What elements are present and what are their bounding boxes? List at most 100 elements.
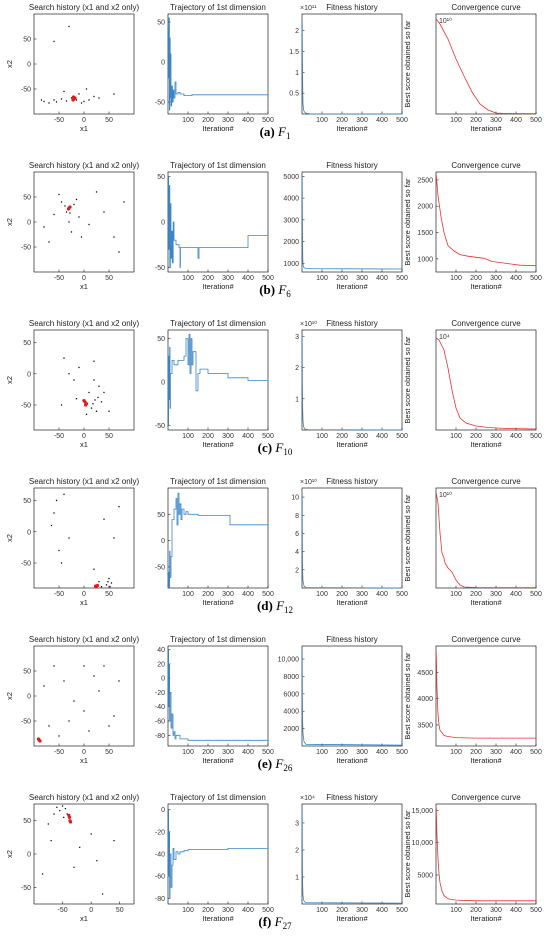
x-tick-label: 300 — [222, 433, 234, 440]
x-tick-label: 200 — [336, 749, 348, 756]
x-axis-label: Iteration# — [470, 440, 502, 449]
y-tick-label: 0.5 — [289, 91, 299, 98]
panel-title: Fitness history — [326, 635, 378, 644]
y-tick-label: -80 — [155, 733, 165, 740]
x-tick-label: 400 — [242, 591, 254, 598]
y-axis-label: x2 — [5, 376, 14, 384]
search-point — [43, 226, 45, 228]
search-point — [68, 720, 70, 722]
x-tick-label: 300 — [356, 433, 368, 440]
axes-box — [33, 487, 135, 589]
panel-c-4: Convergence curve 100 200 300 400 500 Iteratio… — [403, 319, 542, 449]
y-axis-label: Best score obtained so far — [403, 20, 412, 108]
x-tick-label: 200 — [470, 907, 482, 914]
search-point — [75, 99, 78, 101]
x-tick-label: 200 — [202, 433, 214, 440]
x-tick-label: 300 — [356, 117, 368, 124]
row-d: Search history (x1 and x2 only) -50 0 50 -50… — [5, 477, 542, 615]
panel-a-1: Search history (x1 and x2 only) -50 0 50 -50… — [5, 3, 139, 133]
y-tick-label: 1 — [295, 70, 299, 77]
x-tick-label: 400 — [510, 591, 522, 598]
caption-label: (d) — [257, 598, 276, 613]
y-tick-label: -60 — [155, 719, 165, 726]
axes-box — [33, 13, 135, 115]
search-point — [80, 236, 83, 238]
x-tick-label: 300 — [356, 907, 368, 914]
search-point — [61, 805, 64, 807]
y-tick-label: 2000 — [417, 204, 433, 211]
x-tick-label: 400 — [242, 749, 254, 756]
panel-f-3: Fitness history 100 200 300 400 500 1 2 3 Iterati… — [295, 793, 408, 923]
search-point — [83, 100, 85, 103]
fitness-line — [301, 492, 403, 589]
x-tick-label: 400 — [376, 433, 388, 440]
x-tick-label: 400 — [242, 433, 254, 440]
y-tick-label: -50 — [155, 564, 165, 571]
caption: (a) F1 — [260, 124, 291, 141]
search-point — [108, 725, 110, 727]
y-tick-label: 4000 — [283, 196, 299, 203]
x-tick-label: 500 — [396, 907, 408, 914]
search-point — [58, 735, 60, 737]
search-point — [103, 518, 105, 520]
y-exponent-label: ×10¹⁰ — [300, 320, 317, 328]
x-axis-label: x1 — [80, 598, 88, 607]
search-point — [100, 586, 103, 588]
axes-box — [167, 487, 269, 589]
y-tick-label: 0 — [27, 371, 31, 378]
y-tick-label: 0 — [161, 676, 165, 683]
panel-d-2: Trajectory of 1st dimension 100 200 300 400 5… — [155, 477, 274, 607]
best-point — [68, 820, 73, 824]
y-tick-label: 4000 — [417, 696, 433, 703]
x-tick-label: 100 — [182, 117, 194, 124]
x-tick-label: 400 — [376, 749, 388, 756]
panel-title: Trajectory of 1st dimension — [170, 635, 266, 644]
search-point — [58, 549, 60, 552]
search-point — [48, 725, 50, 727]
x-tick-label: 500 — [396, 117, 408, 124]
search-point — [97, 396, 99, 399]
x-tick-label: 400 — [376, 117, 388, 124]
y-tick-label: 4 — [295, 549, 299, 556]
caption-label: (b) — [259, 282, 278, 297]
caption-label: (c) — [258, 440, 276, 455]
search-point — [93, 360, 95, 362]
axes-box — [435, 487, 537, 589]
x-axis-label: Iteration# — [202, 124, 234, 133]
x-tick-label: 100 — [182, 591, 194, 598]
fitness-line — [301, 18, 403, 115]
caption-function: F — [275, 598, 285, 613]
search-point — [80, 102, 83, 104]
y-tick-label: 3000 — [283, 217, 299, 224]
y-tick-label: 5000 — [283, 174, 299, 181]
panel-f-1: Search history (x1 and x2 only) -50 0 50 -50… — [5, 793, 139, 923]
y-tick-label: 1 — [295, 396, 299, 403]
y-tick-label: 2 — [295, 365, 299, 372]
caption-function: F — [274, 914, 284, 929]
search-point — [78, 366, 80, 369]
x-tick-label: 300 — [222, 117, 234, 124]
x-tick-label: -50 — [58, 907, 68, 914]
search-point — [93, 95, 95, 98]
x-tick-label: 300 — [222, 907, 234, 914]
row-a: Search history (x1 and x2 only) -50 0 50 -50… — [5, 3, 542, 141]
x-tick-label: 0 — [89, 907, 93, 914]
y-tick-label: 15,000 — [412, 808, 434, 815]
x-axis-label: Iteration# — [202, 282, 234, 291]
axes-box — [167, 171, 269, 273]
x-tick-label: 200 — [336, 117, 348, 124]
x-tick-label: 300 — [490, 433, 502, 440]
x-tick-label: 200 — [470, 433, 482, 440]
x-tick-label: 200 — [202, 591, 214, 598]
x-tick-label: 500 — [262, 275, 274, 282]
x-tick-label: 500 — [262, 749, 274, 756]
search-point — [63, 493, 65, 495]
convergence-line — [435, 651, 536, 739]
search-point — [85, 88, 88, 90]
search-point — [98, 581, 100, 583]
y-tick-label: 50 — [157, 336, 165, 343]
y-axis-label: Best score obtained so far — [403, 652, 412, 740]
y-tick-label: 2500 — [417, 177, 433, 184]
y-tick-label: 50 — [23, 669, 31, 676]
y-axis-label: x2 — [5, 218, 14, 226]
